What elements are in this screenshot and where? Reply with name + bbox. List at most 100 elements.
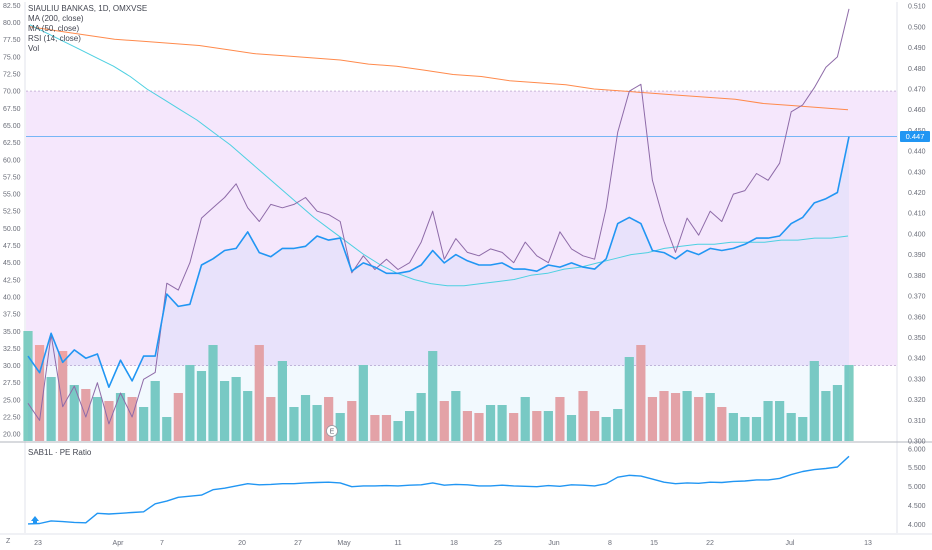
volume-bar bbox=[624, 357, 634, 441]
right-axis-tick: 0.360 bbox=[908, 314, 926, 321]
volume-bar bbox=[497, 405, 507, 441]
volume-bar bbox=[347, 401, 357, 441]
legend-ma50[interactable]: MA (50, close) bbox=[28, 24, 80, 33]
volume-bar bbox=[439, 401, 449, 441]
volume-bar bbox=[798, 417, 808, 441]
volume-bar bbox=[208, 345, 218, 441]
pe-pane-title[interactable]: SAB1L · PE Ratio bbox=[28, 448, 92, 457]
chart-legend: SIAULIU BANKAS, 1D, OMXVSE MA (200, clos… bbox=[28, 4, 147, 54]
right-axis-tick: 0.510 bbox=[908, 4, 926, 11]
legend-vol[interactable]: Vol bbox=[28, 44, 40, 53]
cloud-icon bbox=[31, 516, 39, 523]
volume-bar bbox=[404, 411, 415, 441]
volume-bar bbox=[127, 397, 137, 441]
right-axis-tick: 0.400 bbox=[908, 231, 926, 238]
left-axis-tick: 62.50 bbox=[3, 140, 21, 147]
right-axis-tick: 0.410 bbox=[908, 211, 926, 218]
right-axis-tick: 0.320 bbox=[908, 397, 926, 404]
volume-bar bbox=[81, 389, 91, 441]
right-axis-tick: 0.340 bbox=[908, 356, 926, 363]
volume-bar bbox=[115, 393, 126, 441]
volume-bar bbox=[717, 407, 727, 441]
volume-bar bbox=[474, 413, 484, 441]
volume-bar bbox=[393, 421, 403, 441]
right-axis-tick: 0.500 bbox=[908, 24, 926, 31]
volume-bar bbox=[219, 381, 230, 441]
volume-bar bbox=[104, 401, 114, 441]
left-axis-tick: 65.00 bbox=[3, 123, 21, 130]
right-axis-tick: 0.310 bbox=[908, 418, 926, 425]
right-axis-tick: 0.440 bbox=[908, 149, 926, 156]
price-area bbox=[28, 136, 849, 441]
left-axis-tick: 67.50 bbox=[3, 106, 21, 113]
volume-bar bbox=[670, 393, 681, 441]
volume-bar bbox=[173, 393, 183, 441]
timezone-z-button[interactable]: Z bbox=[6, 538, 11, 545]
volume-bar bbox=[266, 397, 276, 441]
volume-bar bbox=[23, 331, 33, 441]
right-axis-tick: 0.460 bbox=[908, 107, 926, 114]
volume-bar bbox=[636, 345, 646, 441]
left-axis-tick: 52.50 bbox=[3, 209, 21, 216]
left-axis-tick: 35.00 bbox=[3, 329, 21, 336]
left-axis-tick: 70.00 bbox=[3, 89, 21, 96]
legend-ma200[interactable]: MA (200, close) bbox=[28, 14, 84, 23]
earnings-marker-circle bbox=[326, 425, 338, 437]
left-axis-tick: 82.50 bbox=[3, 3, 21, 10]
right-axis-tick: 0.490 bbox=[908, 45, 926, 52]
pe-axis-tick: 5.000 bbox=[908, 484, 926, 491]
left-axis-tick: 55.00 bbox=[3, 192, 21, 199]
volume-bar bbox=[728, 413, 738, 441]
pe-axis-tick: 5.500 bbox=[908, 465, 926, 472]
right-axis-tick: 0.380 bbox=[908, 273, 926, 280]
volume-bar bbox=[555, 397, 565, 441]
volume-bar bbox=[485, 405, 496, 441]
volume-bar bbox=[809, 361, 819, 441]
legend-rsi[interactable]: RSI (14, close) bbox=[28, 34, 81, 43]
left-axis-tick: 30.00 bbox=[3, 363, 21, 370]
time-axis-tick: 8 bbox=[608, 540, 612, 547]
left-axis-tick: 25.00 bbox=[3, 397, 21, 404]
volume-bar bbox=[590, 411, 600, 441]
volume-bar bbox=[578, 391, 588, 441]
right-axis-tick: 0.420 bbox=[908, 190, 926, 197]
volume-bar bbox=[520, 397, 530, 441]
volume-bar bbox=[705, 393, 715, 441]
volume-bar bbox=[821, 391, 831, 441]
volume-bar bbox=[751, 417, 762, 441]
volume-bar bbox=[139, 407, 149, 441]
left-axis-tick: 42.50 bbox=[3, 277, 21, 284]
volume-bar bbox=[231, 377, 241, 441]
volume-bar bbox=[254, 345, 264, 441]
left-axis-tick: 27.50 bbox=[3, 380, 21, 387]
time-axis-tick: 27 bbox=[294, 540, 302, 547]
right-axis-tick: 0.370 bbox=[908, 294, 926, 301]
right-axis-tick: 0.330 bbox=[908, 376, 926, 383]
volume-bar bbox=[428, 351, 438, 441]
volume-bar bbox=[312, 405, 322, 441]
left-axis-tick: 47.50 bbox=[3, 243, 21, 250]
time-axis-tick: Apr bbox=[113, 540, 125, 547]
left-axis-tick: 20.00 bbox=[3, 432, 21, 439]
time-axis-tick: Jul bbox=[786, 540, 795, 547]
volume-bar bbox=[763, 401, 773, 441]
earnings-marker-label: E bbox=[330, 429, 335, 436]
left-axis-tick: 77.50 bbox=[3, 37, 21, 44]
volume-bar bbox=[196, 371, 207, 441]
volume-bar bbox=[335, 413, 345, 441]
volume-bar bbox=[694, 397, 704, 441]
ma200-line bbox=[29, 26, 849, 111]
time-axis-tick: Jun bbox=[548, 540, 559, 547]
last-price-badge: 0.447 bbox=[900, 131, 930, 143]
pe-axis-tick: 6.000 bbox=[908, 446, 926, 453]
left-axis-tick: 72.50 bbox=[3, 72, 21, 79]
volume-bar bbox=[786, 413, 796, 441]
left-axis-tick: 80.00 bbox=[3, 20, 21, 27]
volume-bar bbox=[162, 417, 172, 441]
volume-bar bbox=[647, 397, 658, 441]
volume-bar bbox=[289, 407, 299, 441]
left-axis-tick: 40.00 bbox=[3, 294, 21, 301]
left-axis-tick: 75.00 bbox=[3, 54, 21, 61]
volume-bar bbox=[659, 391, 669, 441]
